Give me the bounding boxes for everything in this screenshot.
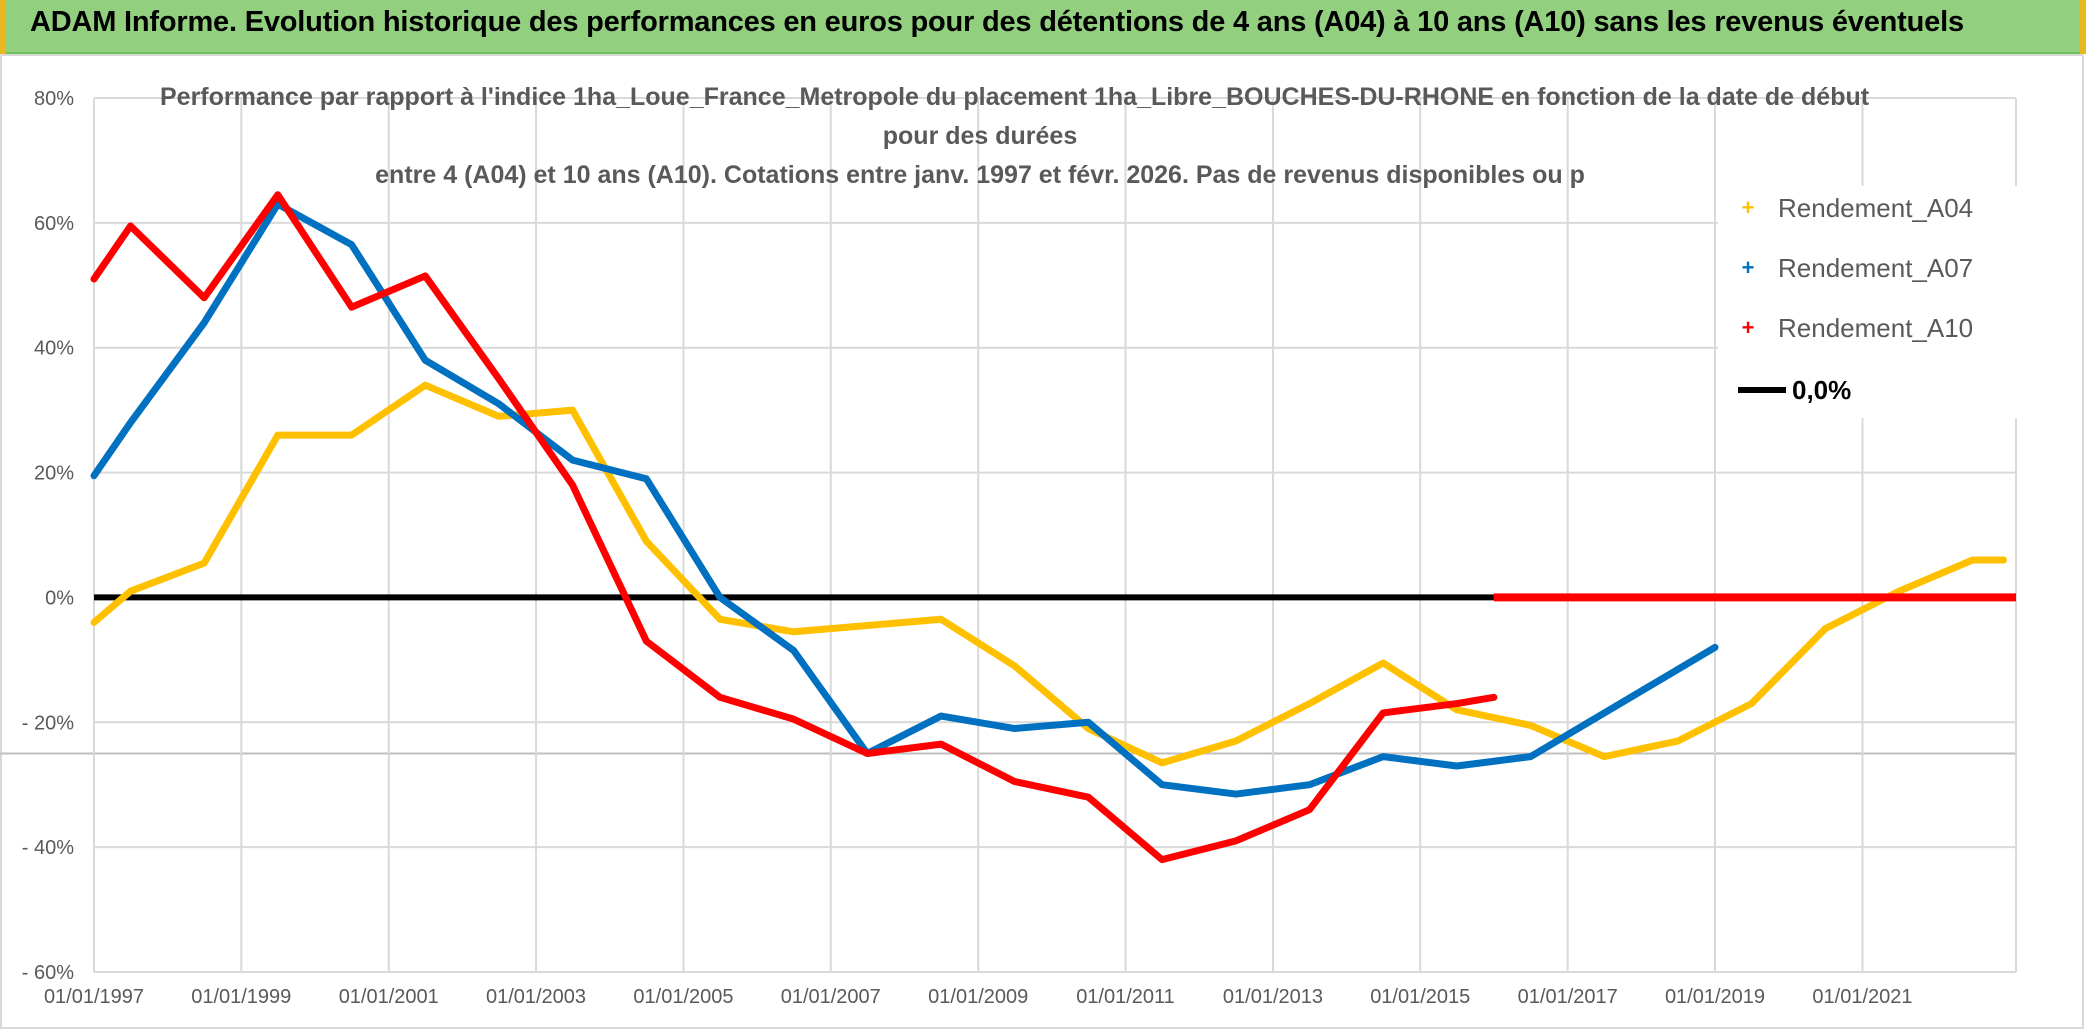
x-tick-label: 01/01/2013: [1223, 986, 1323, 1008]
chart-title-line-1: Performance par rapport à l'indice 1ha_L…: [160, 83, 1870, 111]
x-tick-label: 01/01/2019: [1665, 986, 1765, 1008]
line-chart: 80% 60% 40% 20% 0% - 20% - 40% - 60%01/01/1997 0…: [0, 54, 2084, 1029]
legend-label-a04: Rendement_A04: [1778, 192, 1974, 223]
y-tick-label: - 60%: [22, 962, 74, 984]
header-banner: ADAM Informe. Evolution historique des p…: [0, 0, 2086, 54]
legend-line-zero: [1738, 387, 1786, 393]
series-line-a04: [90, 381, 2007, 767]
x-tick-label: 01/01/2001: [339, 986, 439, 1008]
x-tick-label: 01/01/2017: [1518, 986, 1618, 1008]
series-line-a07: [90, 200, 1719, 798]
y-tick-label: - 20%: [22, 712, 74, 734]
y-tick-label: 60%: [34, 213, 74, 235]
y-tick-label: 20%: [34, 463, 74, 485]
x-tick-label: 01/01/2011: [1076, 986, 1175, 1008]
page-title: ADAM Informe. Evolution historique des p…: [30, 6, 1964, 38]
x-tick-label: 01/01/2021: [1812, 986, 1912, 1008]
chart-frame: [0, 54, 2084, 1029]
legend-item-a04: + Rendement_A04: [1718, 188, 1974, 228]
x-tick-label: 01/01/1999: [191, 986, 291, 1008]
chart-legend: + Rendement_A04 + Rendement_A07 + Rendem…: [1718, 186, 2018, 418]
series-line-a10: [90, 191, 1498, 864]
x-tick-label: 01/01/1997: [44, 986, 144, 1008]
legend-marker-a10: +: [1741, 315, 1755, 340]
y-tick-label: 80%: [34, 88, 74, 110]
banner-corner-left: [0, 0, 6, 54]
x-tick-label: 01/01/2009: [928, 986, 1028, 1008]
y-tick-label: 40%: [34, 338, 74, 360]
legend-item-zero: 0,0%: [1718, 370, 1851, 410]
y-tick-label: - 40%: [22, 837, 74, 859]
x-tick-label: 01/01/2007: [781, 986, 881, 1008]
x-tick-label: 01/01/2015: [1370, 986, 1470, 1008]
y-tick-label: 0%: [45, 587, 74, 609]
banner-corner-right: [2080, 0, 2086, 54]
legend-item-a10: + Rendement_A10: [1718, 308, 1974, 348]
legend-label-a10: Rendement_A10: [1778, 312, 1974, 343]
chart-title-line-3: entre 4 (A04) et 10 ans (A10). Cotations…: [375, 161, 1585, 189]
legend-label-a07: Rendement_A07: [1778, 252, 1974, 283]
chart-title-line-2: pour des durées: [882, 122, 1078, 150]
x-tick-label: 01/01/2003: [486, 986, 586, 1008]
legend-marker-a04: +: [1741, 195, 1755, 220]
x-tick-label: 01/01/2005: [633, 986, 733, 1008]
legend-label-zero: 0,0%: [1792, 374, 1852, 405]
legend-item-a07: + Rendement_A07: [1718, 248, 1974, 288]
legend-marker-a07: +: [1741, 255, 1755, 280]
